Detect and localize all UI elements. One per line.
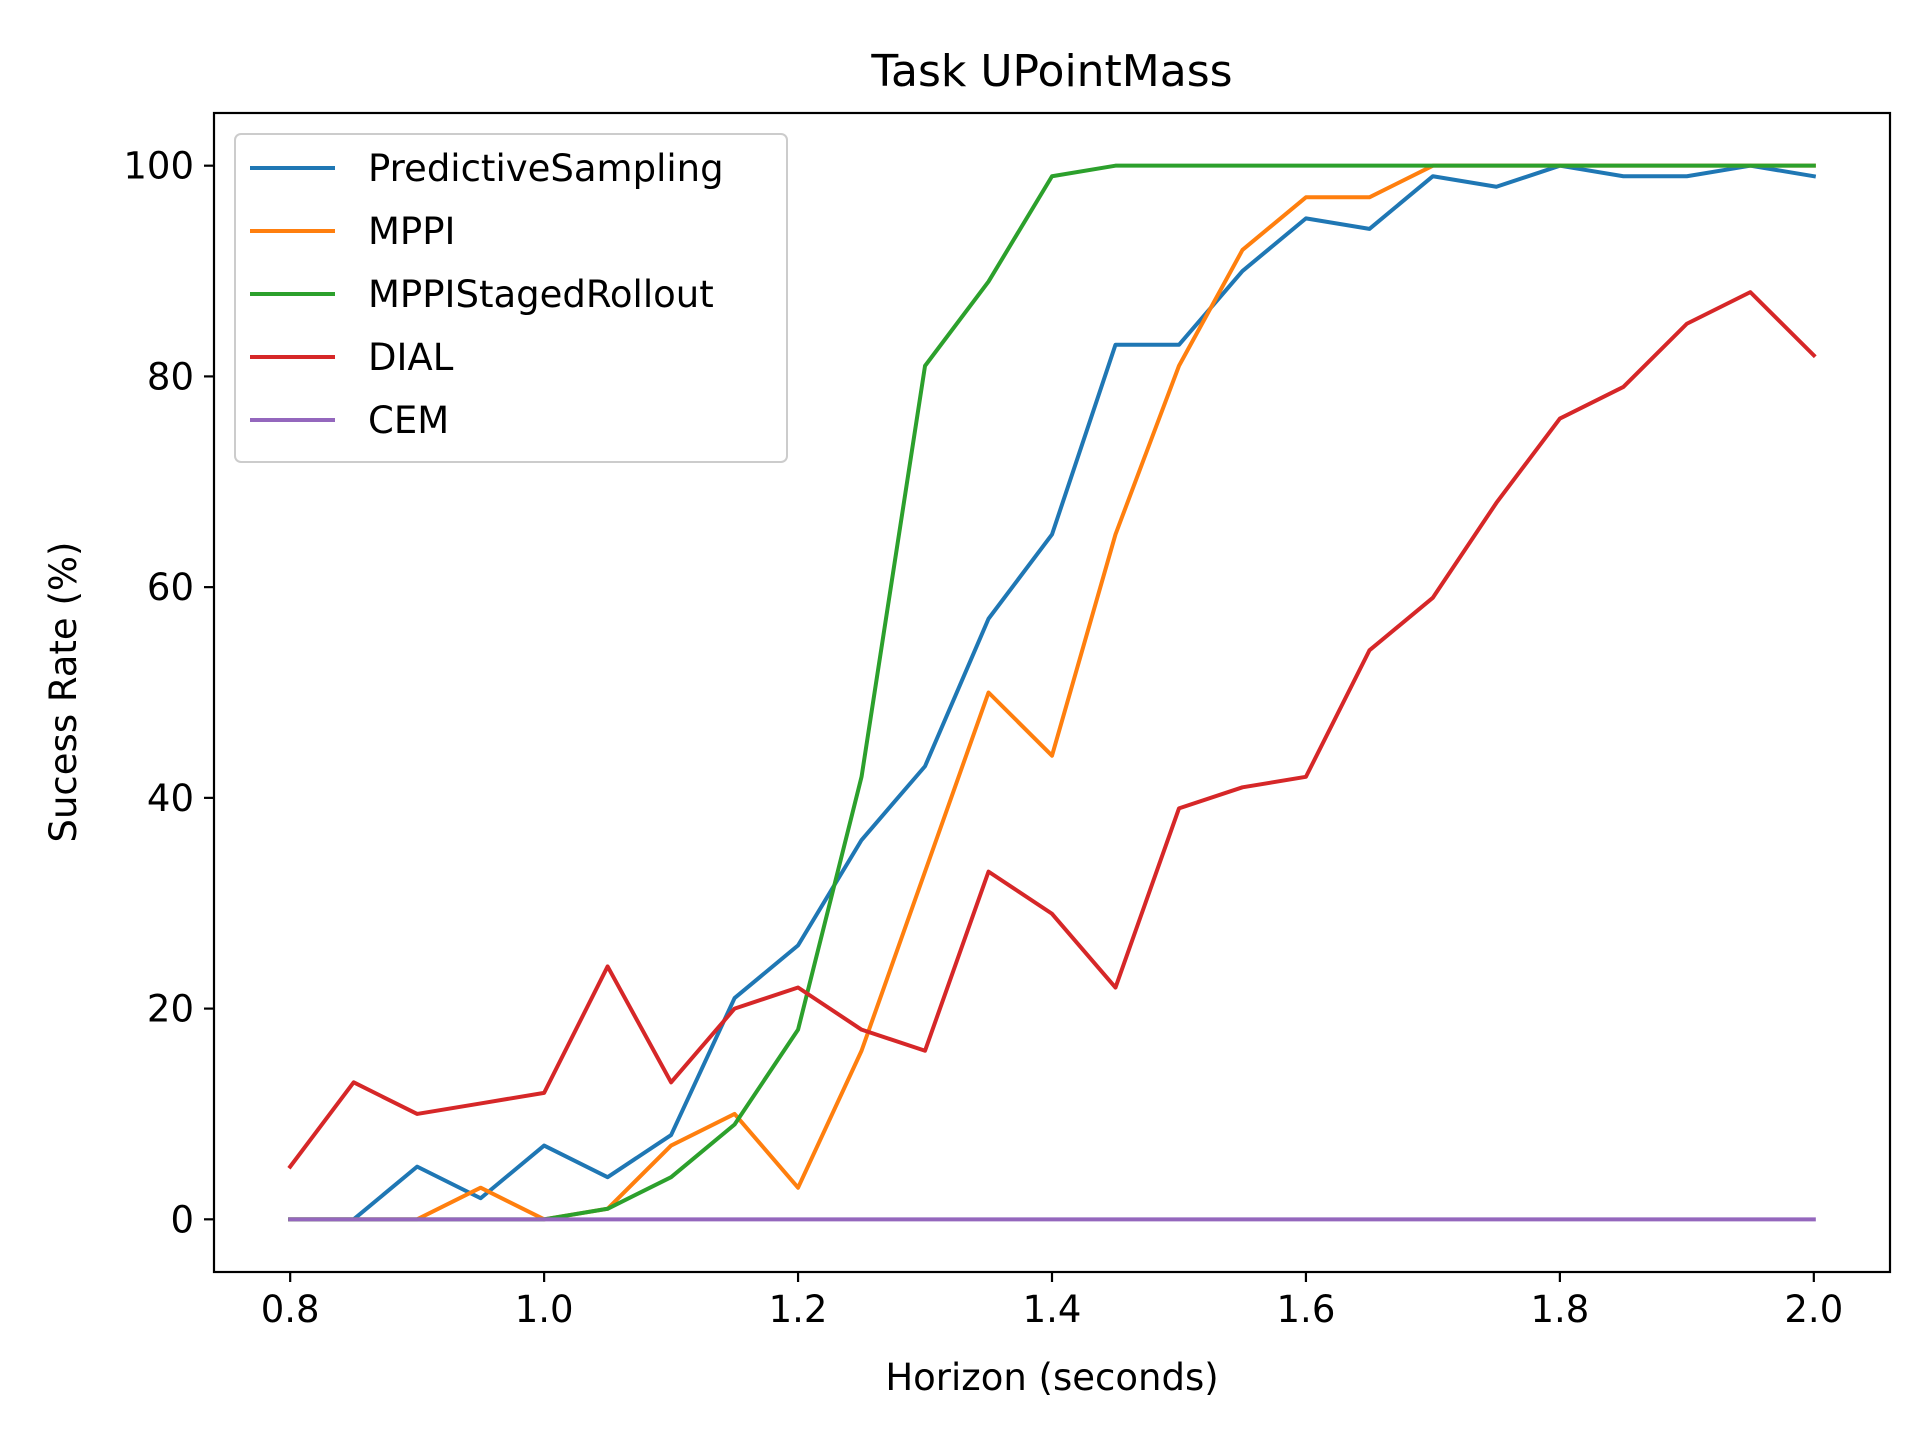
series-line-dial xyxy=(287,290,1817,1170)
x-tick-label: 1.2 xyxy=(769,1288,828,1331)
legend-label-predictivesampling: PredictiveSampling xyxy=(368,147,724,190)
legend: PredictiveSampling MPPI MPPIStagedRollout D… xyxy=(234,133,788,463)
y-tick-label: 60 xyxy=(147,566,194,609)
x-axis: 0.8 1.0 1.2 1.4 1.6 1.8 2.0 xyxy=(261,1272,1843,1331)
x-axis-label: Horizon (seconds) xyxy=(885,1356,1218,1399)
x-tick-label: 1.6 xyxy=(1277,1288,1336,1331)
x-tick-label: 1.8 xyxy=(1530,1288,1589,1331)
y-axis: 0 20 40 60 80 100 xyxy=(123,145,214,1241)
x-tick-label: 1.0 xyxy=(515,1288,574,1331)
series-layer xyxy=(287,163,1817,1222)
y-tick-label: 80 xyxy=(147,355,194,398)
legend-label-dial: DIAL xyxy=(368,336,454,379)
y-axis-label: Sucess Rate (%) xyxy=(42,542,85,843)
legend-box xyxy=(234,133,788,463)
x-tick-label: 0.8 xyxy=(261,1288,320,1331)
legend-label-mppi: MPPI xyxy=(368,210,455,253)
x-tick-label: 1.4 xyxy=(1023,1288,1082,1331)
chart-title: Task UPointMass xyxy=(870,46,1232,97)
legend-label-cem: CEM xyxy=(368,399,449,442)
y-tick-label: 100 xyxy=(123,145,194,188)
y-tick-label: 20 xyxy=(147,988,194,1031)
x-tick-label: 2.0 xyxy=(1784,1288,1843,1331)
y-tick-label: 40 xyxy=(147,777,194,820)
y-tick-label: 0 xyxy=(170,1198,194,1241)
legend-label-mppistagedrollout: MPPIStagedRollout xyxy=(368,273,714,316)
